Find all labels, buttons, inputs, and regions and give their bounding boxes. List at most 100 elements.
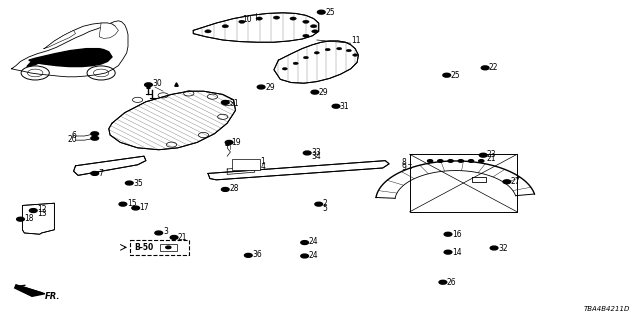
Circle shape bbox=[239, 20, 245, 23]
Text: 31: 31 bbox=[339, 102, 349, 111]
Text: 10: 10 bbox=[242, 15, 252, 24]
Text: 1: 1 bbox=[260, 157, 265, 166]
Text: 34: 34 bbox=[311, 152, 321, 161]
Circle shape bbox=[166, 246, 171, 249]
Text: 35: 35 bbox=[133, 179, 143, 188]
Text: 19: 19 bbox=[232, 138, 241, 147]
Circle shape bbox=[170, 236, 178, 239]
Text: 17: 17 bbox=[140, 203, 149, 212]
Circle shape bbox=[256, 17, 262, 20]
Circle shape bbox=[353, 54, 358, 56]
Circle shape bbox=[312, 30, 318, 33]
Circle shape bbox=[314, 52, 319, 54]
Text: 28: 28 bbox=[229, 184, 239, 193]
Circle shape bbox=[444, 232, 452, 236]
Text: 14: 14 bbox=[452, 248, 461, 257]
Circle shape bbox=[428, 160, 433, 162]
Text: 23: 23 bbox=[486, 150, 496, 159]
Circle shape bbox=[303, 20, 309, 23]
Circle shape bbox=[325, 48, 330, 51]
Text: 30: 30 bbox=[152, 79, 162, 88]
Circle shape bbox=[346, 49, 351, 52]
Polygon shape bbox=[109, 91, 236, 150]
Circle shape bbox=[481, 66, 489, 70]
Circle shape bbox=[479, 153, 487, 157]
Text: 24: 24 bbox=[308, 251, 318, 260]
Circle shape bbox=[438, 160, 443, 162]
Circle shape bbox=[282, 68, 287, 70]
Text: 31: 31 bbox=[229, 99, 239, 108]
Text: 20: 20 bbox=[67, 135, 77, 144]
Text: 15: 15 bbox=[127, 199, 136, 208]
Circle shape bbox=[444, 250, 452, 254]
Circle shape bbox=[290, 17, 296, 20]
Circle shape bbox=[132, 206, 140, 210]
Circle shape bbox=[221, 188, 229, 191]
Text: 25: 25 bbox=[451, 71, 460, 80]
Circle shape bbox=[91, 132, 99, 136]
Polygon shape bbox=[99, 23, 118, 38]
Circle shape bbox=[479, 160, 484, 162]
Circle shape bbox=[315, 202, 323, 206]
Circle shape bbox=[303, 151, 311, 155]
Circle shape bbox=[205, 30, 211, 33]
Text: 33: 33 bbox=[311, 148, 321, 156]
Circle shape bbox=[119, 202, 127, 206]
Text: 6: 6 bbox=[72, 131, 77, 140]
Text: 3: 3 bbox=[163, 228, 168, 236]
Circle shape bbox=[310, 25, 317, 28]
Circle shape bbox=[317, 10, 325, 14]
Text: 21: 21 bbox=[486, 154, 496, 163]
Circle shape bbox=[293, 62, 298, 65]
Circle shape bbox=[458, 160, 463, 162]
Polygon shape bbox=[193, 13, 319, 42]
Circle shape bbox=[145, 83, 152, 87]
Text: 12: 12 bbox=[37, 205, 47, 214]
Text: 5: 5 bbox=[323, 204, 328, 212]
Circle shape bbox=[301, 254, 308, 258]
Text: 8: 8 bbox=[402, 158, 406, 167]
Text: 13: 13 bbox=[37, 209, 47, 218]
Circle shape bbox=[503, 180, 511, 184]
Text: B-50: B-50 bbox=[134, 243, 153, 252]
Polygon shape bbox=[74, 156, 146, 175]
Text: 25: 25 bbox=[325, 8, 335, 17]
Circle shape bbox=[29, 209, 37, 212]
Circle shape bbox=[468, 160, 474, 162]
Text: 16: 16 bbox=[452, 230, 461, 239]
Circle shape bbox=[222, 25, 228, 28]
Text: 36: 36 bbox=[252, 250, 262, 259]
Circle shape bbox=[332, 104, 340, 108]
Polygon shape bbox=[44, 30, 76, 49]
Circle shape bbox=[337, 47, 342, 50]
Circle shape bbox=[244, 253, 252, 257]
Polygon shape bbox=[15, 285, 45, 296]
Circle shape bbox=[155, 231, 163, 235]
Text: 24: 24 bbox=[308, 237, 318, 246]
Text: 9: 9 bbox=[401, 163, 406, 172]
Polygon shape bbox=[29, 49, 112, 67]
FancyBboxPatch shape bbox=[160, 244, 177, 251]
Circle shape bbox=[17, 217, 24, 221]
Text: 4: 4 bbox=[260, 162, 266, 171]
Polygon shape bbox=[27, 56, 48, 67]
Text: 26: 26 bbox=[447, 278, 456, 287]
Circle shape bbox=[439, 280, 447, 284]
Circle shape bbox=[257, 85, 265, 89]
Text: FR.: FR. bbox=[45, 292, 60, 301]
FancyBboxPatch shape bbox=[130, 240, 189, 255]
Circle shape bbox=[91, 136, 99, 140]
Circle shape bbox=[303, 34, 309, 37]
Circle shape bbox=[303, 56, 308, 59]
Polygon shape bbox=[22, 203, 54, 234]
FancyBboxPatch shape bbox=[232, 159, 260, 170]
Text: 18: 18 bbox=[24, 214, 34, 223]
Circle shape bbox=[273, 16, 280, 19]
Text: 7: 7 bbox=[99, 169, 104, 178]
Text: 32: 32 bbox=[498, 244, 508, 252]
Text: 2: 2 bbox=[323, 199, 327, 208]
Circle shape bbox=[311, 90, 319, 94]
Circle shape bbox=[448, 160, 453, 162]
Text: 29: 29 bbox=[319, 88, 328, 97]
Circle shape bbox=[490, 246, 498, 250]
